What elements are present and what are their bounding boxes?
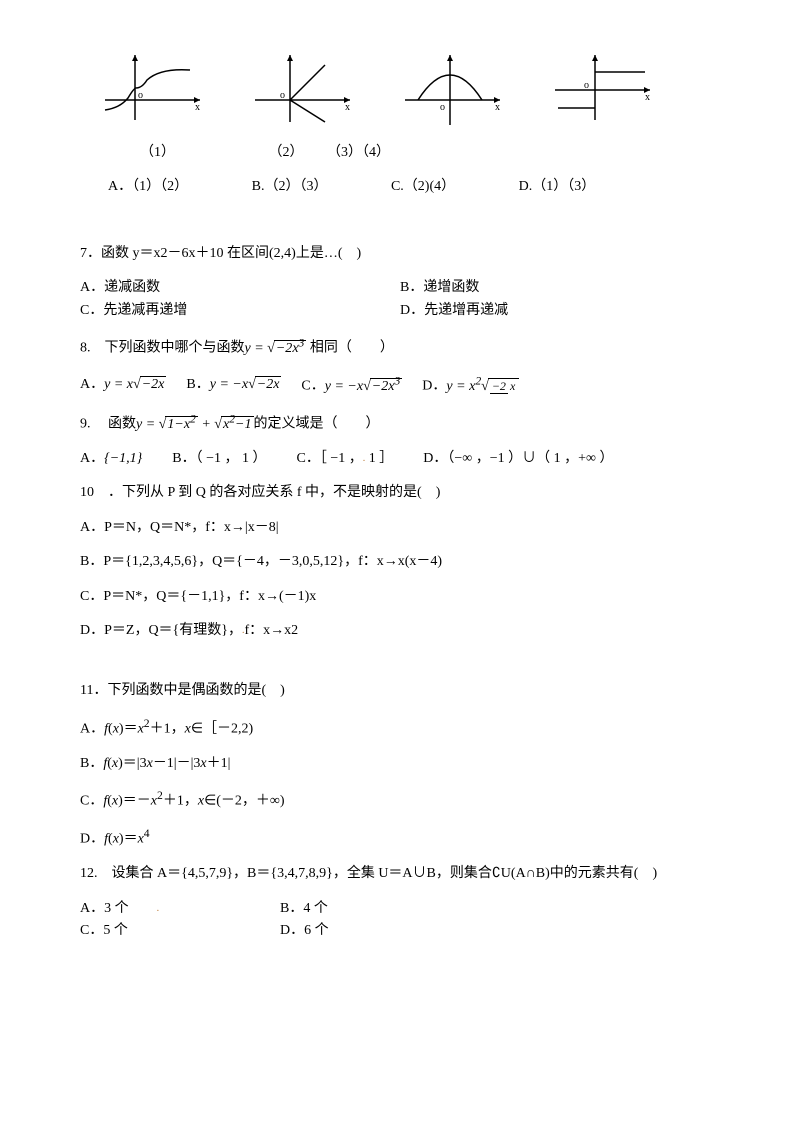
q9-stem-eq: y = √1−x2 + √x2−1 xyxy=(136,417,254,432)
q10-opt-a: A．P＝N，Q＝N*，f：x→|x－8| xyxy=(80,517,720,539)
q6-opt-c: C.（2)(4） xyxy=(391,179,455,194)
q7-opt-c: C．先递减再递增 xyxy=(80,300,400,322)
q10-stem: 10 ．下列从 P 到 Q 的各对应关系 f 中，不是映射的是( ) xyxy=(80,482,720,504)
q9-opt-b: B．（ −1 ， 1 ） xyxy=(172,448,266,470)
q8-opt-a: A．y = x√−2x xyxy=(80,374,166,396)
q7-opt-d: D．先递增再递减 xyxy=(400,300,720,322)
svg-text:o: o xyxy=(440,102,445,113)
svg-text:x: x xyxy=(495,102,500,113)
q6-opt-b: B.（2）（3） xyxy=(252,179,328,194)
marker-dot-icon: . xyxy=(363,453,366,464)
svg-text:o: o xyxy=(584,80,589,91)
graph-3: o x xyxy=(400,50,510,130)
graph-label-34: （3）（4） xyxy=(327,145,390,160)
graph-1: o x xyxy=(100,50,210,130)
graph-4: o x xyxy=(550,50,660,130)
q7-stem: 7．函数 y＝x2－6x＋10 在区间(2,4)上是…( ) xyxy=(80,243,720,265)
q6-opt-d: D.（1）（3） xyxy=(519,179,596,194)
q11-opt-c: C．f(x)＝－x2＋1，x∈(－2，＋∞) xyxy=(80,787,720,813)
svg-text:x: x xyxy=(345,102,350,113)
q10-opt-d: D．P＝Z，Q＝{有理数}，.f：x→x2 xyxy=(80,620,720,642)
svg-text:x: x xyxy=(645,92,650,103)
q6-opt-a: A．（1）（2） xyxy=(108,179,188,194)
q7-opt-b: B．递增函数 xyxy=(400,277,720,299)
svg-text:o: o xyxy=(280,90,285,101)
q8-stem-eq: y = √−2x3 xyxy=(245,341,307,356)
q8-opt-d: D．y = x2√−2x xyxy=(422,372,519,398)
q12-opt-d: D．6 个 xyxy=(280,920,600,942)
q10-opt-c: C．P＝N*，Q＝{－1,1}，f：x→(－1)x xyxy=(80,586,720,608)
svg-text:x: x xyxy=(195,102,200,113)
q9-opt-d: D．（−∞ ，−1 ）∪（ 1 ，+∞ ） xyxy=(423,448,613,470)
graph-label-1: （1） xyxy=(140,145,175,160)
q9-opt-a: A．{−1,1} xyxy=(80,448,142,470)
svg-text:o: o xyxy=(138,90,143,101)
graph-2: o x xyxy=(250,50,360,130)
q8-opt-b: B．y = −x√−2x xyxy=(186,374,281,396)
q7-opt-a: A．递减函数 xyxy=(80,277,400,299)
q12-opt-b: B．4 个 xyxy=(280,898,600,920)
q11-opt-b: B．f(x)＝|3x－1|－|3x＋1| xyxy=(80,753,720,775)
q10-opt-b: B．P＝{1,2,3,4,5,6}，Q＝{－4，－3,0,5,12}，f：x→x… xyxy=(80,551,720,573)
q11-stem: 11．下列函数中是偶函数的是( ) xyxy=(80,680,720,702)
graph-label-2: （2） xyxy=(269,145,304,160)
q8-opt-c: C．y = −x√−2x3 xyxy=(301,372,402,398)
q11-opt-a: A．f(x)＝x2＋1，x∈［－2,2) xyxy=(80,715,720,741)
q11-opt-d: D．f(x)＝x4 xyxy=(80,825,720,851)
marker-dot-icon: . xyxy=(157,903,160,914)
q9-opt-c: C．［ −1 ，. 1 ］ xyxy=(297,448,394,470)
q9-stem: 9. 函数y = √1−x2 + √x2−1的定义域是（ ） xyxy=(80,410,720,436)
q8-stem: 8. 下列函数中哪个与函数y = √−2x3 相同（ ） xyxy=(80,334,720,360)
q12-stem: 12. 设集合 A＝{4,5,7,9}，B＝{3,4,7,8,9}，全集 U＝A… xyxy=(80,863,720,885)
